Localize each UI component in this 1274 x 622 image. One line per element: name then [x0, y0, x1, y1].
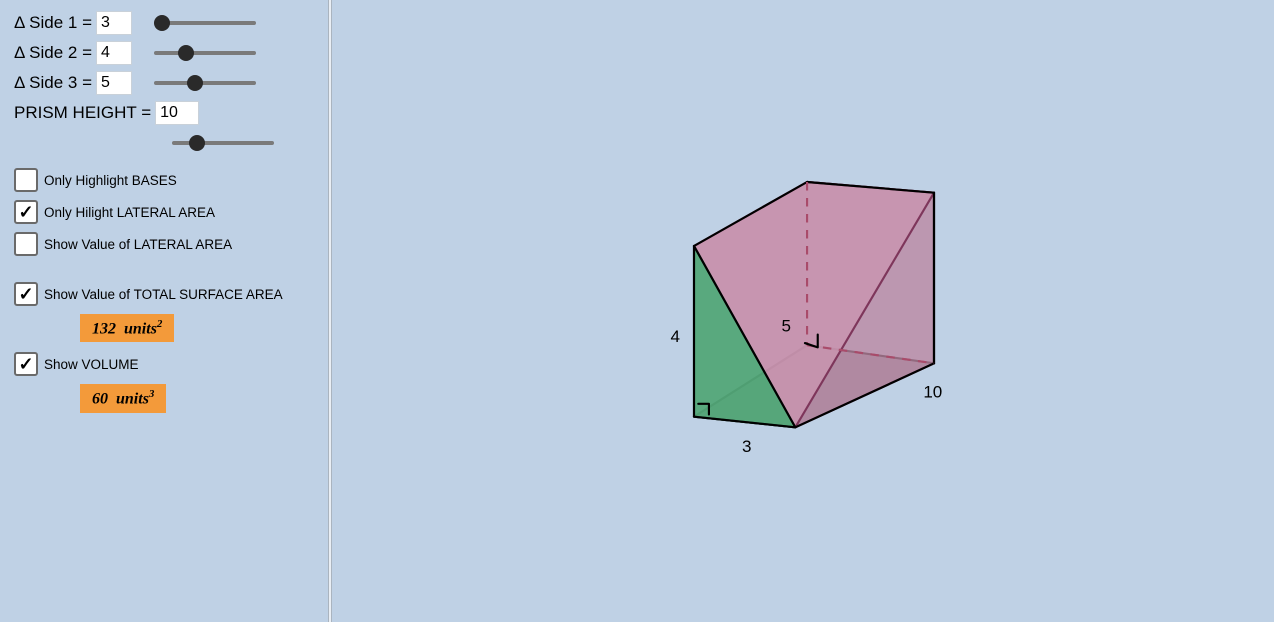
vol-unit: units: [116, 391, 149, 408]
controls-sidebar: Δ Side 1 = Δ Side 2 = Δ Side 3 = PRISM H…: [0, 0, 328, 622]
tsa-sup: 2: [157, 318, 163, 330]
vol-value-pill: 60 units3: [14, 376, 316, 412]
slider-track: [154, 81, 256, 85]
input-side3[interactable]: [96, 71, 132, 95]
input-side2[interactable]: [96, 41, 132, 65]
slider-thumb[interactable]: [178, 45, 194, 61]
chk-row-latval: Show Value of LATERAL AREA: [14, 232, 316, 256]
checkbox-volume[interactable]: ✓: [14, 352, 38, 376]
checkbox-lateral-value[interactable]: [14, 232, 38, 256]
svg-text:5: 5: [781, 316, 790, 335]
input-side1[interactable]: [96, 11, 132, 35]
label-height: PRISM HEIGHT =: [14, 103, 151, 123]
row-side3: Δ Side 3 =: [14, 68, 316, 98]
tsa-value-pill: 132 units2: [14, 306, 316, 342]
slider-height[interactable]: [172, 133, 274, 153]
tsa-value: 132 units2: [80, 314, 174, 342]
input-height[interactable]: [155, 101, 199, 125]
chk-row-tsa: ✓ Show Value of TOTAL SURFACE AREA: [14, 282, 316, 306]
svg-text:3: 3: [742, 437, 751, 456]
chk-label-bases: Only Highlight BASES: [44, 173, 177, 188]
tsa-num: 132: [92, 320, 116, 337]
slider-side1[interactable]: [154, 13, 256, 33]
row-side1: Δ Side 1 =: [14, 8, 316, 38]
checkbox-bases[interactable]: [14, 168, 38, 192]
chk-row-lateral: ✓ Only Hilight LATERAL AREA: [14, 200, 316, 224]
slider-thumb[interactable]: [189, 135, 205, 151]
slider-side3[interactable]: [154, 73, 256, 93]
slider-thumb[interactable]: [187, 75, 203, 91]
row-height-slider: [14, 128, 316, 158]
slider-thumb[interactable]: [154, 15, 170, 31]
chk-label-latval: Show Value of LATERAL AREA: [44, 237, 232, 252]
label-side1: Δ Side 1 =: [14, 13, 92, 33]
vol-value: 60 units3: [80, 384, 166, 412]
label-side3: Δ Side 3 =: [14, 73, 92, 93]
svg-text:4: 4: [671, 327, 680, 346]
slider-side2[interactable]: [154, 43, 256, 63]
prism-canvas[interactable]: 3 4 5 10: [332, 0, 1274, 622]
vol-sup: 3: [149, 388, 155, 400]
chk-row-bases: Only Highlight BASES: [14, 168, 316, 192]
checkbox-lateral[interactable]: ✓: [14, 200, 38, 224]
row-height: PRISM HEIGHT =: [14, 98, 316, 128]
chk-label-lateral: Only Hilight LATERAL AREA: [44, 205, 215, 220]
slider-track: [154, 51, 256, 55]
slider-track: [172, 141, 274, 145]
chk-label-vol: Show VOLUME: [44, 357, 139, 372]
svg-text:10: 10: [923, 382, 942, 401]
row-side2: Δ Side 2 =: [14, 38, 316, 68]
prism-figure: 3 4 5 10: [562, 150, 1082, 470]
chk-row-vol: ✓ Show VOLUME: [14, 352, 316, 376]
label-side2: Δ Side 2 =: [14, 43, 92, 63]
chk-label-tsa: Show Value of TOTAL SURFACE AREA: [44, 287, 283, 302]
tsa-unit: units: [124, 320, 157, 337]
vol-num: 60: [92, 391, 108, 408]
checkbox-tsa[interactable]: ✓: [14, 282, 38, 306]
